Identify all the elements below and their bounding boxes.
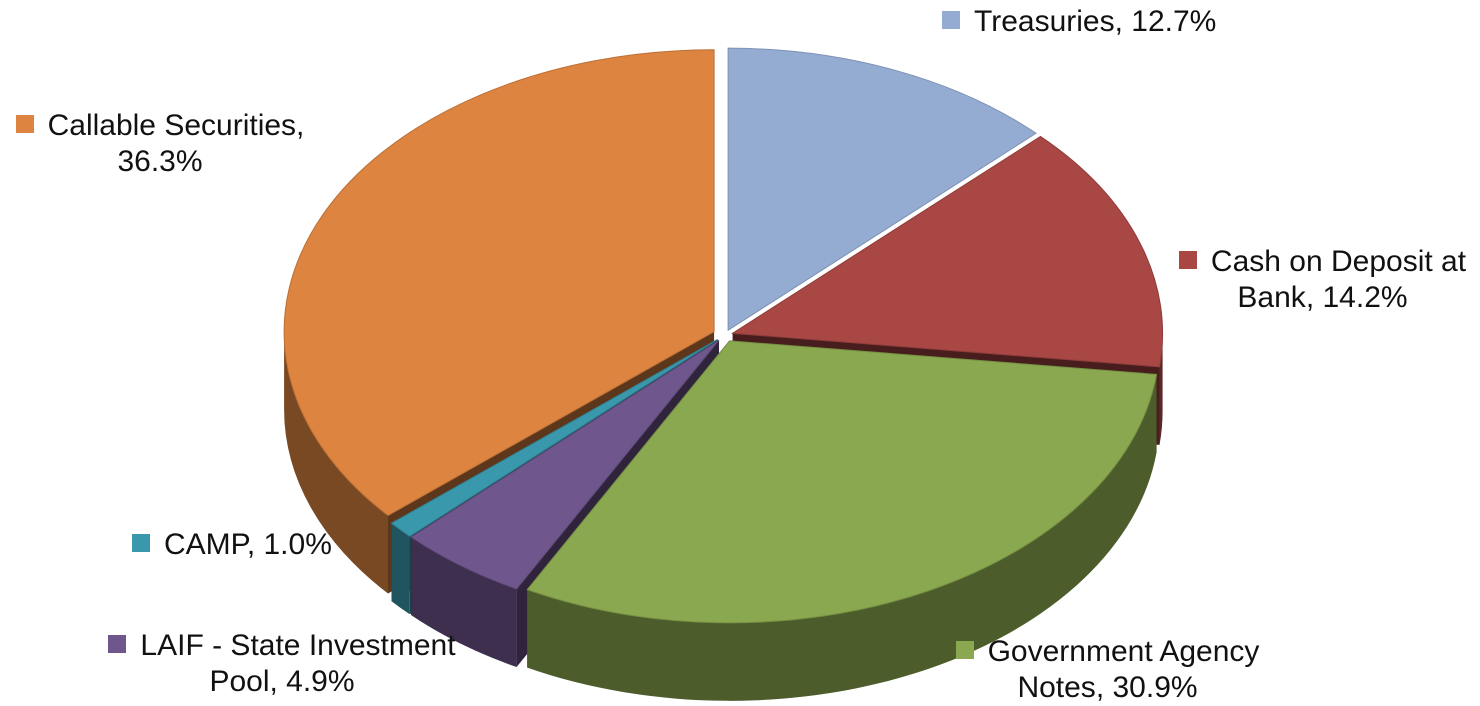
- label-treasuries-value: 12.7%: [1131, 5, 1217, 38]
- label-agency-name: Government Agency Notes: [987, 635, 1260, 704]
- legend-swatch-agency: [955, 641, 974, 659]
- legend-swatch-laif: [108, 635, 127, 653]
- pie-side-1-0: [1159, 333, 1163, 445]
- label-laif-value: 4.9%: [286, 665, 355, 698]
- pie-slice-camp: [390, 338, 718, 537]
- pie-slice-callable-securities: [283, 49, 715, 517]
- label-callable-value: 36.3%: [117, 145, 203, 178]
- label-government-agency-notes: Government Agency Notes, 30.9%: [940, 634, 1275, 706]
- legend-swatch-treasuries: [942, 11, 960, 29]
- pie-side-2-0: [527, 374, 1157, 701]
- pie-slice-government-agency-notes: [526, 340, 1158, 624]
- pie-tops: [283, 47, 1164, 624]
- label-laif: LAIF - State Investment Pool, 4.9%: [92, 628, 472, 700]
- label-callable-name: Callable Securities: [47, 109, 297, 142]
- legend-swatch-callable: [15, 115, 34, 133]
- label-cash-on-deposit: Cash on Deposit at Bank, 14.2%: [1170, 244, 1475, 316]
- pie-side-5-0: [284, 331, 388, 594]
- pie-slice-laif-state-investment-pool: [410, 339, 720, 590]
- legend-swatch-cash: [1178, 251, 1197, 269]
- label-camp-name: CAMP: [164, 528, 247, 561]
- pie-slice-cash-on-deposit-at-bank: [731, 135, 1164, 368]
- pie-side-3-0: [411, 537, 517, 668]
- label-laif-name: LAIF - State Investment Pool: [140, 629, 456, 698]
- label-callable-securities: Callable Securities, 36.3%: [10, 108, 310, 180]
- label-camp-value: 1.0%: [263, 528, 332, 561]
- pie-side-4-0: [391, 523, 410, 615]
- label-cash-value: 14.2%: [1322, 281, 1408, 314]
- pie-slice-treasuries: [727, 47, 1037, 332]
- legend-swatch-camp: [132, 534, 150, 552]
- label-treasuries-name: Treasuries: [974, 5, 1115, 38]
- label-agency-value: 30.9%: [1112, 671, 1198, 704]
- label-treasuries: Treasuries, 12.7%: [942, 4, 1216, 40]
- label-cash-name: Cash on Deposit at Bank: [1210, 245, 1467, 314]
- label-camp: CAMP, 1.0%: [132, 527, 332, 563]
